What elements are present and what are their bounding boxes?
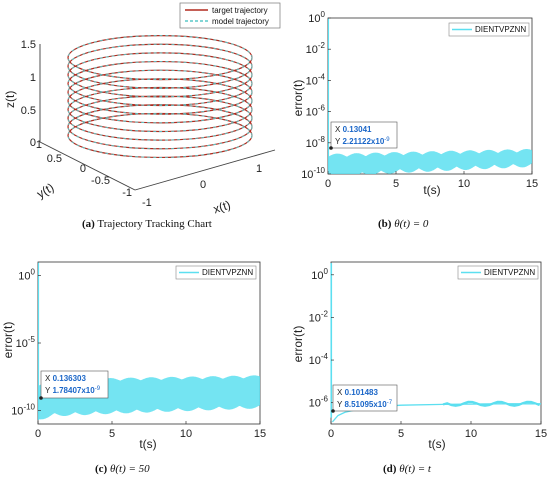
y-ticks: 1 0.5 0 -0.5 -1 <box>36 139 132 199</box>
y-tick: 1 <box>36 139 42 151</box>
x-tick: 5 <box>393 178 399 190</box>
y-axis-label-d: error(t) <box>291 326 305 363</box>
z-tick: 1.5 <box>21 39 36 51</box>
x-ticks: -1 0 1 <box>142 163 262 209</box>
y-tick: -0.5 <box>91 175 110 187</box>
y-tick: 10-5 <box>16 335 36 350</box>
y-tick: 10-8 <box>306 135 326 150</box>
helix-trajectories <box>67 34 253 159</box>
y-tick: 10-10 <box>11 403 35 418</box>
z-ticks: 0 0.5 1 1.5 <box>21 39 36 149</box>
x-tick: 0 <box>325 178 331 190</box>
y-tick: 10-10 <box>301 166 325 181</box>
y-axis-label: y(t) <box>34 180 56 201</box>
model-trajectory-ring <box>67 112 253 158</box>
datatip-d: X 0.101483 Y 8.51095x10-7 <box>331 384 398 413</box>
y-tick: 10-4 <box>306 72 326 87</box>
x-tick: 0 <box>35 428 41 440</box>
caption-c: (c) θ(t) = 50 <box>95 463 150 475</box>
x-tick: 0 <box>200 179 206 191</box>
y-tick: 10-2 <box>306 41 326 56</box>
y-tick: 10-6 <box>309 395 329 410</box>
datatip-b: X 0.13041 Y 2.21122x10-9 <box>329 121 398 150</box>
model-trajectory-ring <box>67 87 253 132</box>
panel-c: 0 5 10 15 100 10-5 10-10 error(t) t(s) DIENTVP… <box>1 261 266 475</box>
y-tick: 0 <box>80 163 86 175</box>
model-trajectory-ring <box>67 43 253 89</box>
legend-b: DIENTVPZNN <box>448 22 530 37</box>
y-tick: 100 <box>18 268 35 283</box>
caption-a: (a) Trajectory Tracking Chart <box>82 218 212 230</box>
legend-label-d: DIENTVPZNN <box>484 268 535 277</box>
y-axis-label-b: error(t) <box>291 80 305 117</box>
x-tick: 10 <box>458 178 470 190</box>
error-band-b <box>328 149 532 174</box>
x-tick: -1 <box>142 197 152 209</box>
svg-text:Y 1.78407x10-9: Y 1.78407x10-9 <box>45 386 101 395</box>
panel-d: 0 5 10 15 100 10-2 10-4 10-6 error(t) t(s) DIEN… <box>291 261 547 475</box>
x-tick: 15 <box>535 428 547 440</box>
z-tick: 1 <box>30 72 36 84</box>
model-trajectory-ring <box>67 95 253 141</box>
legend-label-model: model trajectory <box>212 17 269 26</box>
x-tick: 1 <box>256 163 262 175</box>
legend-label-c: DIENTVPZNN <box>202 268 253 277</box>
svg-text:X 0.101483: X 0.101483 <box>337 388 378 397</box>
x-tick: 15 <box>526 178 538 190</box>
z-axis-label: z(t) <box>3 91 17 108</box>
x-axis-label-c: t(s) <box>139 437 156 451</box>
z-tick: 0 <box>30 137 36 149</box>
y-tick: 10-2 <box>309 309 329 324</box>
legend-d: DIENTVPZNN <box>457 265 539 280</box>
svg-text:X 0.13041: X 0.13041 <box>335 125 372 134</box>
y-tick: 100 <box>308 10 325 25</box>
svg-text:Y 2.21122x10-9: Y 2.21122x10-9 <box>335 137 390 146</box>
y-tick: 10-4 <box>309 352 329 367</box>
x-tick: 15 <box>254 428 266 440</box>
y-tick: 0.5 <box>47 153 62 165</box>
model-trajectory-ring <box>67 52 253 98</box>
y-tick: 100 <box>311 267 328 282</box>
y-tick: 10-6 <box>306 104 326 119</box>
z-tick: 0.5 <box>21 105 36 117</box>
svg-text:Y 8.51095x10-7: Y 8.51095x10-7 <box>337 400 393 409</box>
model-trajectory-ring <box>67 35 253 81</box>
y-tick: -1 <box>122 187 132 199</box>
caption-b: (b) θ(t) = 0 <box>378 218 429 230</box>
x-tick: 10 <box>180 428 192 440</box>
plot-frame-b <box>327 17 533 175</box>
legend-label-b: DIENTVPZNN <box>475 25 526 34</box>
x-tick: 10 <box>465 428 477 440</box>
model-trajectory-ring <box>67 69 253 115</box>
x-tick: 5 <box>109 428 115 440</box>
y-axis-label-c: error(t) <box>1 322 15 359</box>
model-trajectory-ring <box>67 61 253 106</box>
panel-a: 0 0.5 1 1.5 z(t) 1 0.5 0 -0.5 -1 y(t) -1… <box>3 2 281 230</box>
legend-label-target: target trajectory <box>212 6 268 15</box>
caption-d: (d) θ(t) = t <box>383 463 432 475</box>
svg-text:X 0.136303: X 0.136303 <box>45 374 86 383</box>
x-axis-label-b: t(s) <box>423 183 440 197</box>
x-tick: 5 <box>398 428 404 440</box>
legend-c: DIENTVPZNN <box>175 265 257 280</box>
x-tick: 0 <box>328 428 334 440</box>
x-axis-label-d: t(s) <box>428 437 445 451</box>
x-axis-label: x(t) <box>211 198 232 217</box>
datatip-c: X 0.136303 Y 1.78407x10-9 <box>39 370 109 400</box>
legend-a: target trajectory model trajectory <box>179 2 281 29</box>
model-trajectory-ring <box>67 78 253 124</box>
model-trajectory-ring <box>67 104 253 150</box>
